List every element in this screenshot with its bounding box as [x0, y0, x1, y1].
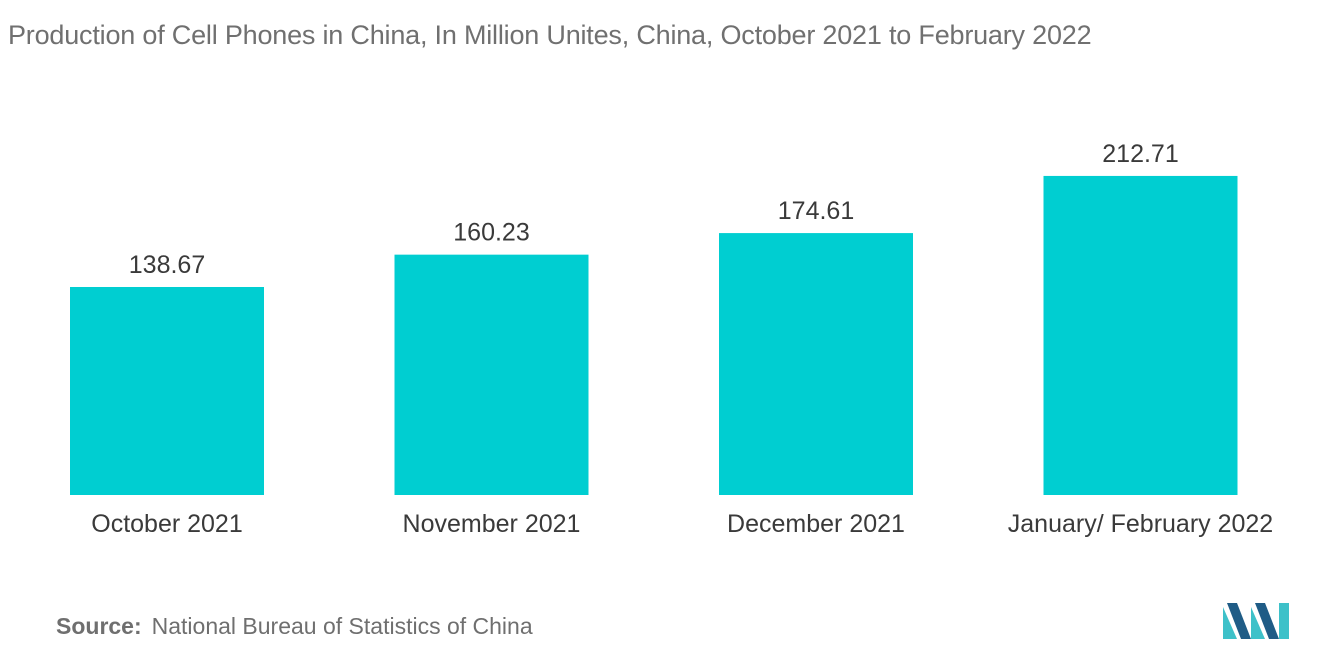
value-label-2: 160.23 [453, 219, 529, 247]
category-label-2: November 2021 [403, 510, 581, 538]
mordor-intelligence-logo-icon [1223, 603, 1289, 639]
source-text: National Bureau of Statistics of China [151, 613, 533, 639]
source-note: Source: National Bureau of Statistics of … [56, 613, 533, 640]
bar-1 [70, 286, 264, 495]
bar-3 [719, 233, 913, 495]
value-label-4: 212.71 [1102, 140, 1178, 168]
category-label-3: December 2021 [727, 510, 905, 538]
chart-title: Production of Cell Phones in China, In M… [8, 20, 1092, 50]
bar-chart: 138.67 October 2021 160.23 November 2021 174… [70, 140, 1273, 538]
category-label-4: January/ February 2022 [1008, 510, 1273, 538]
bar-2 [394, 254, 589, 495]
value-label-1: 138.67 [129, 251, 205, 279]
bar-4 [1043, 175, 1238, 495]
category-label-1: October 2021 [91, 510, 243, 538]
source-label: Source: [56, 613, 142, 639]
value-label-3: 174.61 [778, 197, 854, 225]
